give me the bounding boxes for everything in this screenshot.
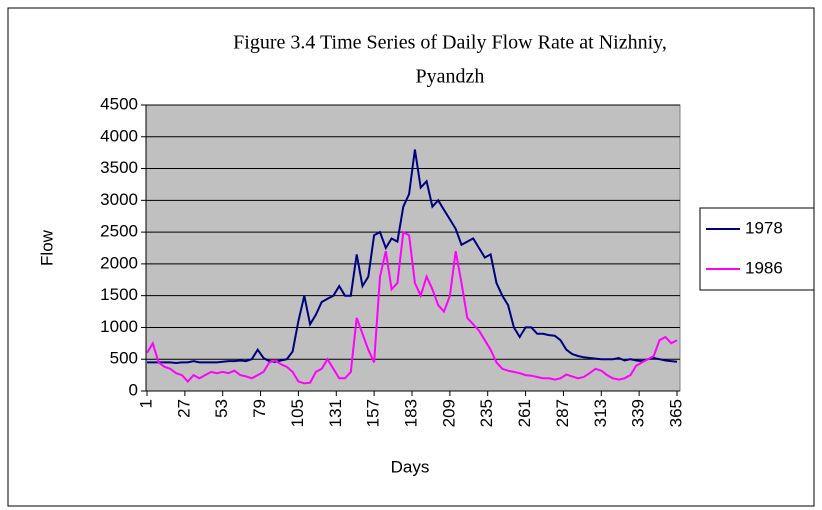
chart-title: Figure 3.4 Time Series of Daily Flow Rat… — [233, 32, 667, 54]
x-tick-label: 79 — [250, 399, 269, 418]
x-tick-label: 339 — [629, 399, 648, 427]
x-axis-label: Days — [391, 457, 430, 476]
x-tick-label: 27 — [174, 399, 193, 418]
x-tick-label: 209 — [439, 399, 458, 427]
plot-area — [145, 104, 681, 392]
y-tick-label: 3000 — [100, 190, 138, 209]
x-tick-label: 53 — [212, 399, 231, 418]
x-tick-label: 183 — [401, 399, 420, 427]
x-tick-label: 1 — [136, 399, 155, 408]
y-tick-label: 2000 — [100, 253, 138, 272]
x-tick-label: 105 — [288, 399, 307, 427]
data-line — [147, 149, 678, 365]
chart-title: Pyandzh — [416, 66, 485, 88]
y-tick-label: 0 — [129, 380, 138, 399]
y-tick-label: 3500 — [100, 158, 138, 177]
y-tick-label: 1000 — [100, 317, 138, 336]
x-tick-label: 157 — [364, 399, 383, 427]
y-tick-label: 1500 — [100, 285, 138, 304]
x-tick-label: 365 — [666, 399, 685, 427]
y-tick-label: 500 — [110, 349, 138, 368]
y-tick-label: 2500 — [100, 222, 138, 241]
x-tick-label: 313 — [591, 399, 610, 427]
y-tick-label: 4000 — [100, 126, 138, 145]
x-tick-label: 131 — [326, 399, 345, 427]
legend-box — [699, 207, 815, 291]
legend-label: 1986 — [745, 258, 783, 277]
y-axis-label: Flow — [37, 229, 56, 266]
y-tick-label: 4500 — [100, 94, 138, 113]
x-tick-label: 261 — [515, 399, 534, 427]
x-tick-label: 287 — [553, 399, 572, 427]
data-line — [146, 230, 678, 385]
legend-label: 1978 — [745, 218, 783, 237]
x-tick-label: 235 — [477, 399, 496, 427]
